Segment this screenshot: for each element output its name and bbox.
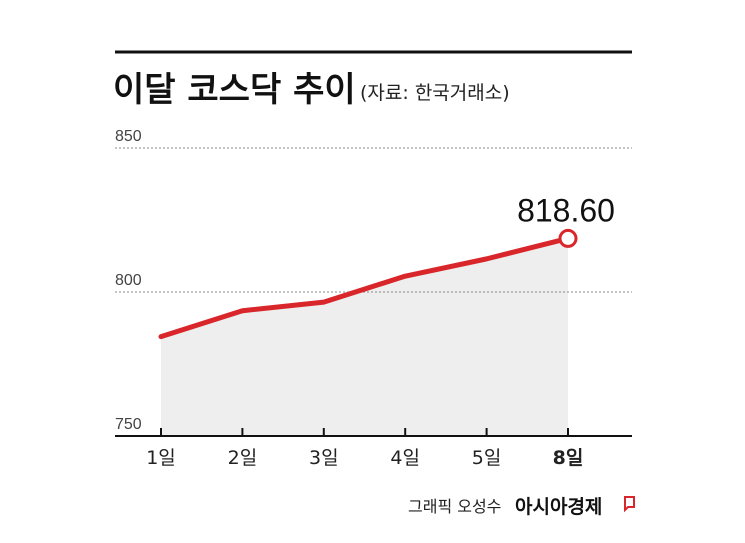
end-point-marker [558, 228, 578, 248]
brand-logo-text: 아시아경제 [515, 496, 602, 518]
x-tick-label: 2일 [228, 447, 258, 469]
x-tick-labels: 1일 2일 3일 4일 5일 8일 [146, 447, 583, 469]
x-tick-label: 3일 [309, 447, 339, 469]
series-line [158, 235, 571, 340]
data-label: 818.60 [517, 192, 615, 228]
graphic-credit: 그래픽 오성수 [408, 497, 501, 516]
y-tick-label: 850 [115, 128, 142, 145]
y-tick-label: 800 [115, 272, 142, 289]
x-tick-label: 4일 [390, 447, 420, 469]
chart-title: 이달 코스닥 추이 [113, 70, 356, 110]
area-fill [161, 238, 568, 436]
x-tick-label: 5일 [472, 447, 502, 469]
x-tick-label: 1일 [146, 447, 176, 469]
x-ticks [160, 428, 569, 436]
source-label: (자료: 한국거래소) [360, 82, 510, 104]
brand-mark-icon [624, 496, 635, 513]
y-tick-label: 750 [115, 416, 142, 433]
x-tick-label: 8일 [553, 447, 584, 469]
